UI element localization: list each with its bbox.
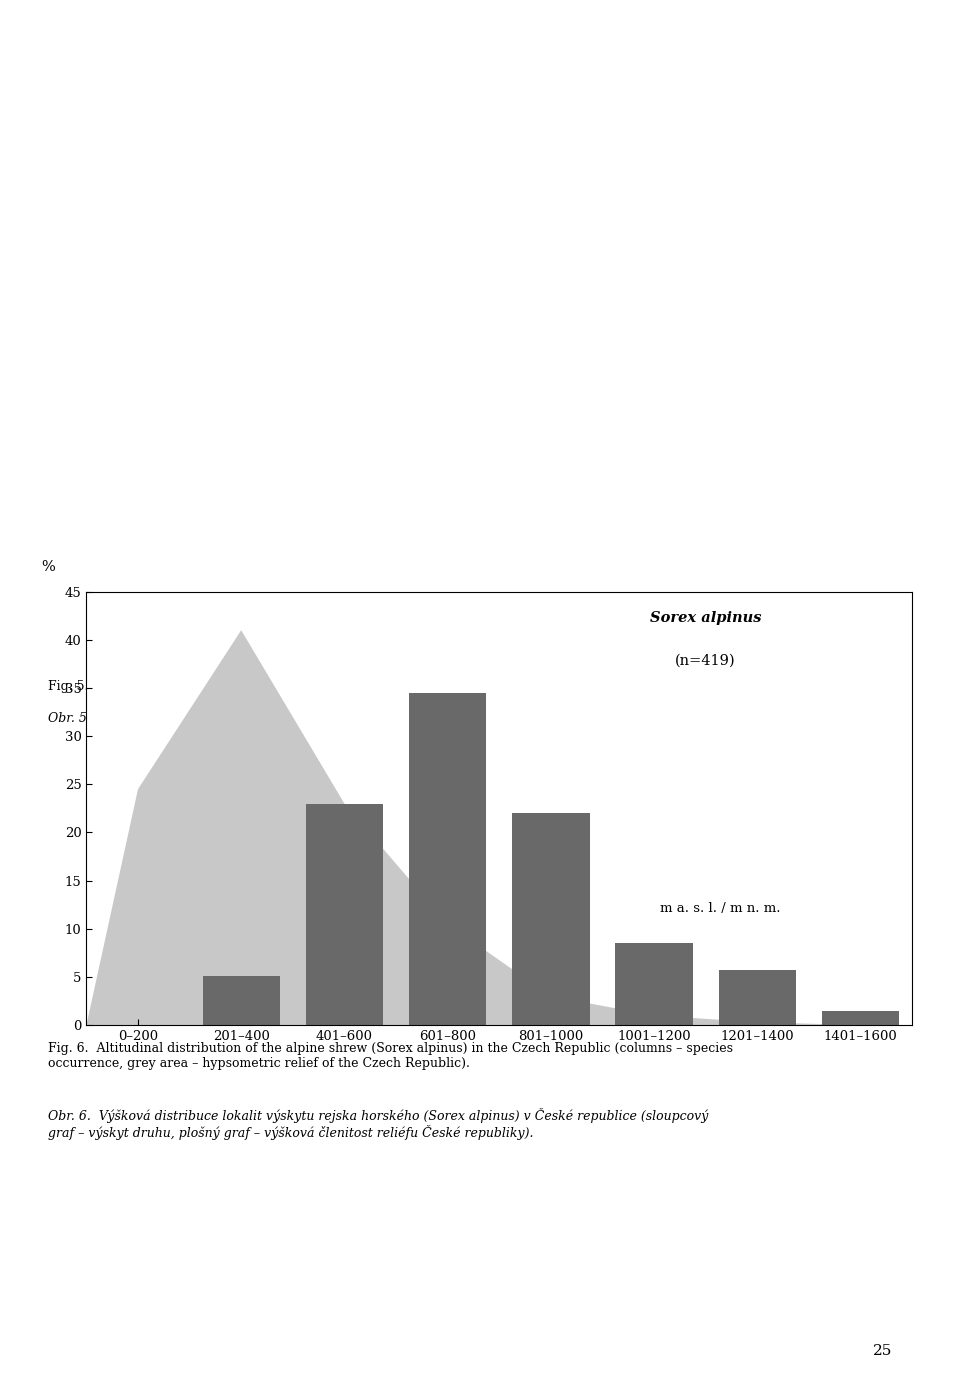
Text: Obr. 6.  Výšková distribuce lokalit výskytu rejska horského (Sorex alpinus) v Če: Obr. 6. Výšková distribuce lokalit výsky…: [48, 1108, 708, 1141]
Text: Fig. 6.  Altitudinal distribution of the alpine shrew (Sorex alpinus) in the Cze: Fig. 6. Altitudinal distribution of the …: [48, 1042, 733, 1069]
Bar: [305, 804, 383, 1025]
Text: Sorex alpinus: Sorex alpinus: [650, 611, 761, 625]
Text: Fig. 5.  Map of distribution of the alpine shrew (Sorex alpinus) in the Czech Re: Fig. 5. Map of distribution of the alpin…: [48, 680, 676, 692]
Text: 25: 25: [874, 1344, 893, 1358]
Bar: [512, 813, 589, 1025]
Text: (n=419): (n=419): [675, 654, 736, 667]
Bar: [203, 976, 280, 1025]
Polygon shape: [86, 630, 912, 1025]
Bar: [822, 1010, 900, 1025]
Bar: [718, 970, 796, 1025]
Text: Obr. 5.  Rozšíření rejska horského (Sorex alpinus) v České republice (1950–2010): Obr. 5. Rozšíření rejska horského (Sorex…: [48, 710, 568, 725]
Text: %: %: [41, 560, 55, 574]
Bar: [615, 944, 693, 1025]
Text: m a. s. l. / m n. m.: m a. s. l. / m n. m.: [660, 901, 780, 915]
Bar: [409, 694, 487, 1025]
